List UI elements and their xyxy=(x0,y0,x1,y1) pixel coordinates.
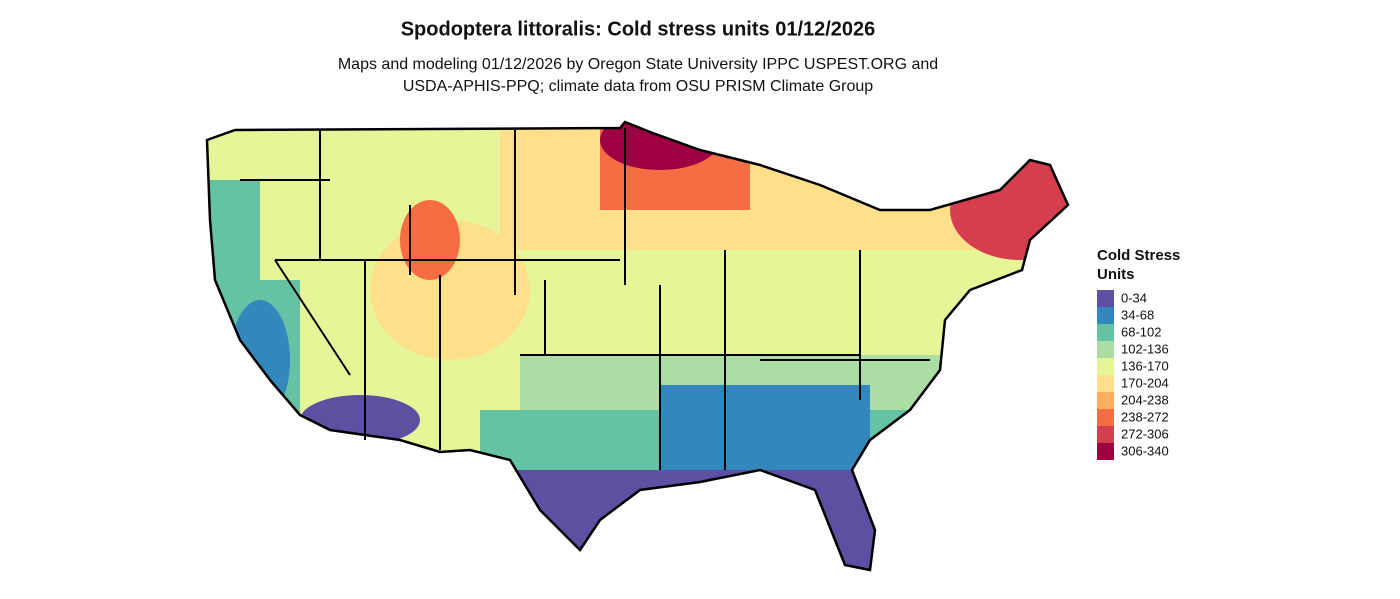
map-title: Spodoptera littoralis: Cold stress units… xyxy=(401,18,876,40)
legend-swatch xyxy=(1097,426,1114,443)
legend-title: Units xyxy=(1097,266,1135,283)
legend-swatch xyxy=(1097,307,1114,324)
legend-swatch xyxy=(1097,392,1114,409)
legend-swatch xyxy=(1097,409,1114,426)
legend-title: Cold Stress xyxy=(1097,247,1180,264)
legend-swatch xyxy=(1097,443,1114,460)
legend-label: 34-68 xyxy=(1121,307,1154,322)
legend-label: 136-170 xyxy=(1121,358,1169,373)
map-region xyxy=(950,160,1068,260)
legend-label: 272-306 xyxy=(1121,426,1169,441)
legend-label: 0-34 xyxy=(1121,290,1147,305)
legend-label: 102-136 xyxy=(1121,341,1169,356)
subtitle: USDA-APHIS-PPQ; climate data from OSU PR… xyxy=(403,78,873,95)
legend-swatch xyxy=(1097,375,1114,392)
map-fill xyxy=(207,122,1068,570)
legend-swatch xyxy=(1097,341,1114,358)
map-region xyxy=(207,180,260,280)
map-region xyxy=(300,395,420,445)
legend-label: 306-340 xyxy=(1121,443,1169,458)
legend-swatch xyxy=(1097,324,1114,341)
legend-label: 170-204 xyxy=(1121,375,1169,390)
legend-label: 238-272 xyxy=(1121,409,1169,424)
map-region xyxy=(230,300,290,420)
state-borders xyxy=(240,128,930,470)
legend-swatch xyxy=(1097,290,1114,307)
legend-label: 68-102 xyxy=(1121,324,1161,339)
legend-label: 204-238 xyxy=(1121,392,1169,407)
map-region xyxy=(480,470,900,570)
map-region xyxy=(600,122,720,170)
subtitle: Maps and modeling 01/12/2026 by Oregon S… xyxy=(338,56,938,73)
map-region xyxy=(660,385,870,475)
legend-swatch xyxy=(1097,358,1114,375)
